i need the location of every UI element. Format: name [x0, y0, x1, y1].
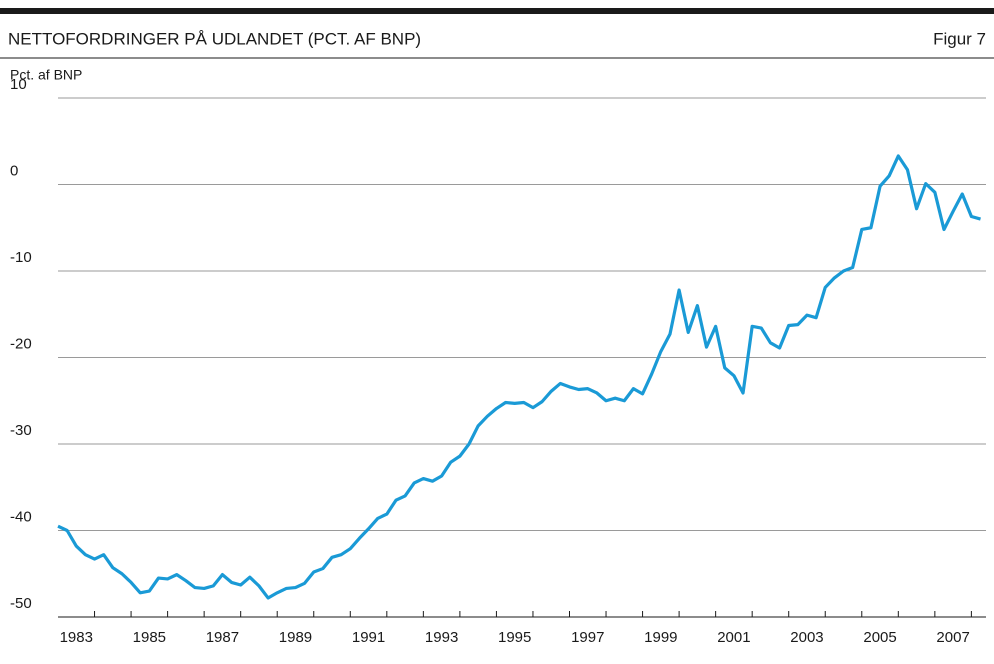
chart-title: NETTOFORDRINGER PÅ UDLANDET (PCT. AF BNP…	[8, 29, 421, 48]
x-tick-label: 1985	[133, 629, 166, 646]
y-tick-label: 10	[10, 76, 27, 93]
x-tick-label: 1997	[571, 629, 604, 646]
x-tick-label: 1989	[279, 629, 312, 646]
x-tick-label: 2007	[936, 629, 969, 646]
x-tick-label: 2003	[790, 629, 823, 646]
x-tick-label: 2005	[863, 629, 896, 646]
y-tick-label: -50	[10, 595, 32, 612]
x-tick-label: 1991	[352, 629, 385, 646]
y-tick-label: -10	[10, 249, 32, 266]
y-tick-label: -20	[10, 335, 32, 352]
top-rule	[0, 8, 994, 14]
x-tick-label: 1999	[644, 629, 677, 646]
x-tick-label: 2001	[717, 629, 750, 646]
data-line	[57, 154, 981, 600]
x-tick-label: 1995	[498, 629, 531, 646]
figure-label: Figur 7	[933, 29, 986, 48]
x-tick-label: 1987	[206, 629, 239, 646]
y-tick-label: -30	[10, 422, 32, 439]
y-tick-label: 0	[10, 162, 18, 179]
x-tick-label: 1993	[425, 629, 458, 646]
y-axis-label: Pct. af BNP	[10, 67, 82, 83]
y-tick-label: -40	[10, 508, 32, 525]
x-tick-label: 1983	[60, 629, 93, 646]
